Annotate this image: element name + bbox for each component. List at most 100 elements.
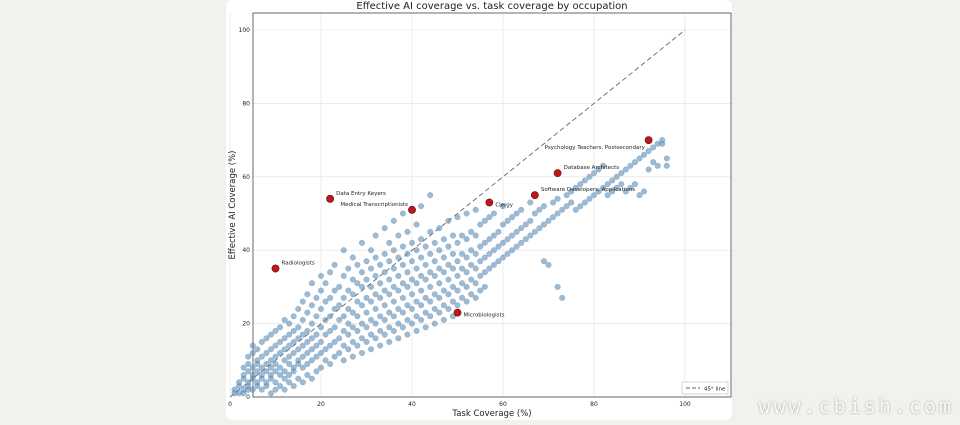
data-point <box>349 254 356 261</box>
data-point <box>377 313 384 320</box>
data-point <box>472 294 479 301</box>
data-point <box>317 349 324 356</box>
data-point <box>591 170 598 177</box>
data-point <box>272 386 279 393</box>
data-point <box>472 280 479 287</box>
data-point <box>454 287 461 294</box>
data-point <box>463 254 470 261</box>
data-point <box>245 360 252 367</box>
data-point <box>454 239 461 246</box>
data-point <box>349 276 356 283</box>
data-point <box>281 335 288 342</box>
data-point <box>654 162 661 169</box>
axis-ticks: 0 20 40 60 80 100 0 20 40 60 80 100 <box>228 27 691 408</box>
data-point <box>345 320 352 327</box>
data-point <box>277 364 284 371</box>
highlighted-point <box>326 194 334 203</box>
point-annotation: Database Architects <box>564 165 620 171</box>
data-point <box>354 298 361 305</box>
data-point <box>317 364 324 371</box>
data-point <box>295 335 302 342</box>
data-point <box>345 346 352 353</box>
data-point <box>295 357 302 364</box>
data-point <box>290 349 297 356</box>
x-axis-label: Task Coverage (%) <box>451 409 531 419</box>
data-point <box>445 261 452 268</box>
data-point <box>254 346 261 353</box>
highlighted-point <box>644 136 653 144</box>
data-point <box>358 335 365 342</box>
data-point <box>377 342 384 349</box>
data-point <box>486 250 493 257</box>
data-point <box>550 199 557 206</box>
data-point <box>340 247 347 254</box>
data-point <box>386 291 393 298</box>
data-point <box>358 269 365 276</box>
data-point <box>436 247 443 254</box>
data-point <box>540 221 547 228</box>
data-point <box>418 254 425 261</box>
data-point <box>518 239 525 246</box>
point-annotation: Radiologists <box>282 261 315 267</box>
highlighted-point <box>530 191 539 200</box>
data-point <box>245 379 252 386</box>
data-point <box>336 283 343 290</box>
data-point <box>277 371 284 378</box>
data-point <box>631 159 638 166</box>
data-point <box>340 294 347 301</box>
data-point <box>622 166 629 173</box>
y-tick-label: 40 <box>242 247 250 254</box>
data-point <box>445 276 452 283</box>
data-point <box>431 272 438 279</box>
data-point <box>390 298 397 305</box>
data-point <box>522 236 529 243</box>
data-point <box>299 379 306 386</box>
data-point <box>408 320 415 327</box>
data-point <box>395 335 402 342</box>
data-point <box>340 272 347 279</box>
data-point <box>413 298 420 305</box>
data-point <box>459 265 466 272</box>
data-point <box>358 239 365 246</box>
data-point <box>286 353 293 360</box>
x-tick-label: 100 <box>679 401 691 408</box>
data-point <box>358 349 365 356</box>
data-point <box>413 313 420 320</box>
data-point <box>408 258 415 265</box>
data-point <box>440 236 447 243</box>
legend: 45° line <box>681 381 729 395</box>
data-point <box>267 357 274 364</box>
data-point <box>418 316 425 323</box>
data-point <box>272 327 279 334</box>
data-point <box>286 379 293 386</box>
data-point <box>600 184 607 191</box>
data-point <box>536 225 543 232</box>
watermark-text: www.cbish.com <box>758 394 954 418</box>
data-point <box>413 327 420 334</box>
data-point <box>317 287 324 294</box>
data-point <box>440 269 447 276</box>
data-point <box>468 261 475 268</box>
x-tick-label: 60 <box>499 401 507 408</box>
point-annotation: Clergy <box>495 202 513 208</box>
data-point <box>500 221 507 228</box>
data-point <box>641 188 648 195</box>
data-point <box>631 181 638 188</box>
data-point <box>399 324 406 331</box>
data-point <box>390 283 397 290</box>
data-point <box>304 327 311 334</box>
data-point <box>477 258 484 265</box>
data-point <box>327 360 334 367</box>
data-point <box>663 155 670 162</box>
data-point <box>286 371 293 378</box>
data-point <box>267 390 274 397</box>
data-point <box>486 214 493 221</box>
y-axis-label: Effective AI Coverage (%) <box>228 151 238 260</box>
data-point <box>258 371 265 378</box>
highlighted-point <box>271 264 280 273</box>
data-point <box>509 214 516 221</box>
data-point <box>581 199 588 206</box>
data-point <box>459 294 466 301</box>
data-point <box>386 338 393 345</box>
data-point <box>281 368 288 375</box>
